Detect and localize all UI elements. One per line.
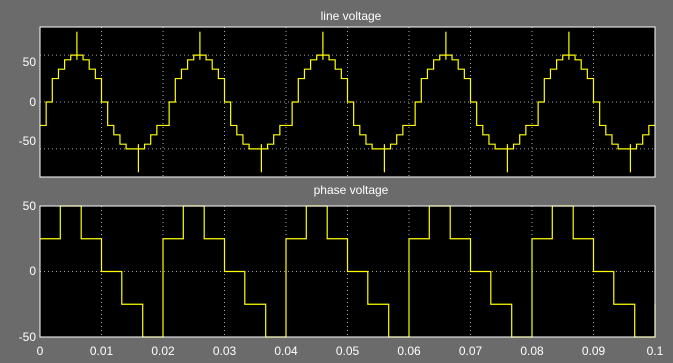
line-voltage-axes: line voltage 50 0 -50 [19, 9, 656, 178]
phase-voltage-ytick-50: 50 [23, 199, 37, 213]
line-voltage-spikes [76, 31, 632, 173]
line-voltage-trace [40, 54, 655, 150]
xtick-label: 0.02 [151, 344, 175, 358]
phase-voltage-xtick-labels: 0 0.01 0.02 0.03 0.04 0.05 0.06 0.07 0.08 0.09 0.1 [37, 344, 664, 358]
phase-voltage-axes: phase voltage 50 0 -50 0 0.01 0.02 0.03 0.04… [19, 183, 664, 358]
xtick-label: 0 [37, 344, 44, 358]
phase-voltage-title: phase voltage [314, 183, 389, 197]
xtick-label: 0.08 [520, 344, 544, 358]
line-voltage-ytick-minus50: -50 [19, 134, 37, 148]
xtick-label: 0.04 [274, 344, 298, 358]
line-voltage-grid [40, 27, 655, 177]
xtick-label: 0.05 [336, 344, 360, 358]
xtick-label: 0.06 [397, 344, 421, 358]
xtick-label: 0.09 [582, 344, 606, 358]
line-voltage-axes-frame [39, 26, 656, 178]
phase-voltage-axes-frame [39, 205, 656, 338]
xtick-label: 0.01 [90, 344, 114, 358]
phase-voltage-ytick-minus50: -50 [19, 330, 37, 344]
line-voltage-ytick-0: 0 [29, 95, 36, 109]
xtick-label: 0.03 [213, 344, 237, 358]
line-voltage-ytick-50: 50 [23, 55, 37, 69]
line-voltage-title: line voltage [321, 9, 382, 23]
xtick-label: 0.1 [647, 344, 664, 358]
xtick-label: 0.07 [459, 344, 483, 358]
phase-voltage-grid [40, 206, 655, 337]
phase-voltage-ytick-0: 0 [29, 264, 36, 278]
